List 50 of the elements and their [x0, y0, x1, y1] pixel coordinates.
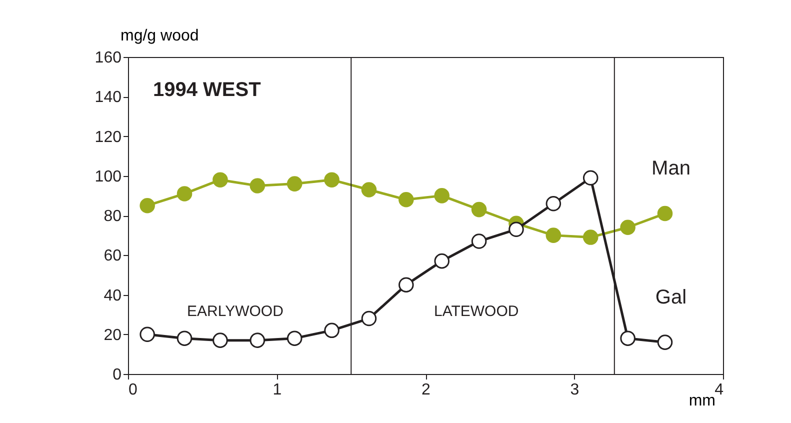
point	[361, 182, 377, 198]
y-tick-label: 20	[104, 326, 122, 344]
point	[398, 277, 414, 292]
point	[657, 206, 673, 222]
y-tick-label: 80	[104, 208, 122, 225]
point	[620, 330, 636, 346]
x-tick-label: 1	[272, 382, 282, 398]
point	[657, 334, 673, 350]
x-tick-label: 3	[570, 382, 580, 398]
y-tick-label: 0	[112, 366, 122, 384]
series-label: Gal	[655, 286, 687, 308]
point	[508, 222, 524, 237]
point	[140, 326, 155, 342]
x-axis-title: mm	[688, 392, 716, 410]
y-tick-label: 60	[104, 248, 122, 265]
y-tick-label: 160	[94, 50, 122, 66]
point	[324, 322, 340, 338]
annotation: LATEWOOD	[434, 303, 519, 320]
point	[582, 230, 598, 245]
point	[398, 192, 414, 208]
point	[620, 220, 636, 236]
annotation: 1994 WEST	[153, 79, 261, 101]
annotation: EARLYWOOD	[187, 303, 284, 320]
y-tick-label: 120	[94, 128, 122, 146]
point	[176, 186, 192, 202]
y-tick-label: 40	[104, 287, 122, 304]
x-tick-label: 0	[128, 382, 138, 398]
point	[212, 172, 228, 188]
y-axis-title: mg/g wood	[120, 28, 199, 44]
point	[324, 172, 340, 188]
point	[471, 234, 487, 249]
y-tick-label: 140	[94, 89, 122, 106]
point	[250, 178, 266, 194]
point	[361, 310, 377, 326]
point	[250, 332, 266, 348]
point	[212, 332, 228, 348]
point	[471, 202, 487, 218]
series-label: Man	[652, 158, 690, 180]
x-tick-label: 4	[714, 382, 724, 398]
point	[286, 330, 302, 346]
point	[176, 330, 192, 346]
point	[546, 228, 562, 243]
point	[434, 188, 450, 204]
x-tick-label: 2	[422, 382, 431, 398]
point	[546, 196, 562, 212]
point	[286, 176, 302, 192]
point	[582, 170, 598, 186]
point	[140, 198, 155, 214]
y-tick-label: 100	[94, 168, 122, 186]
point	[434, 253, 450, 269]
